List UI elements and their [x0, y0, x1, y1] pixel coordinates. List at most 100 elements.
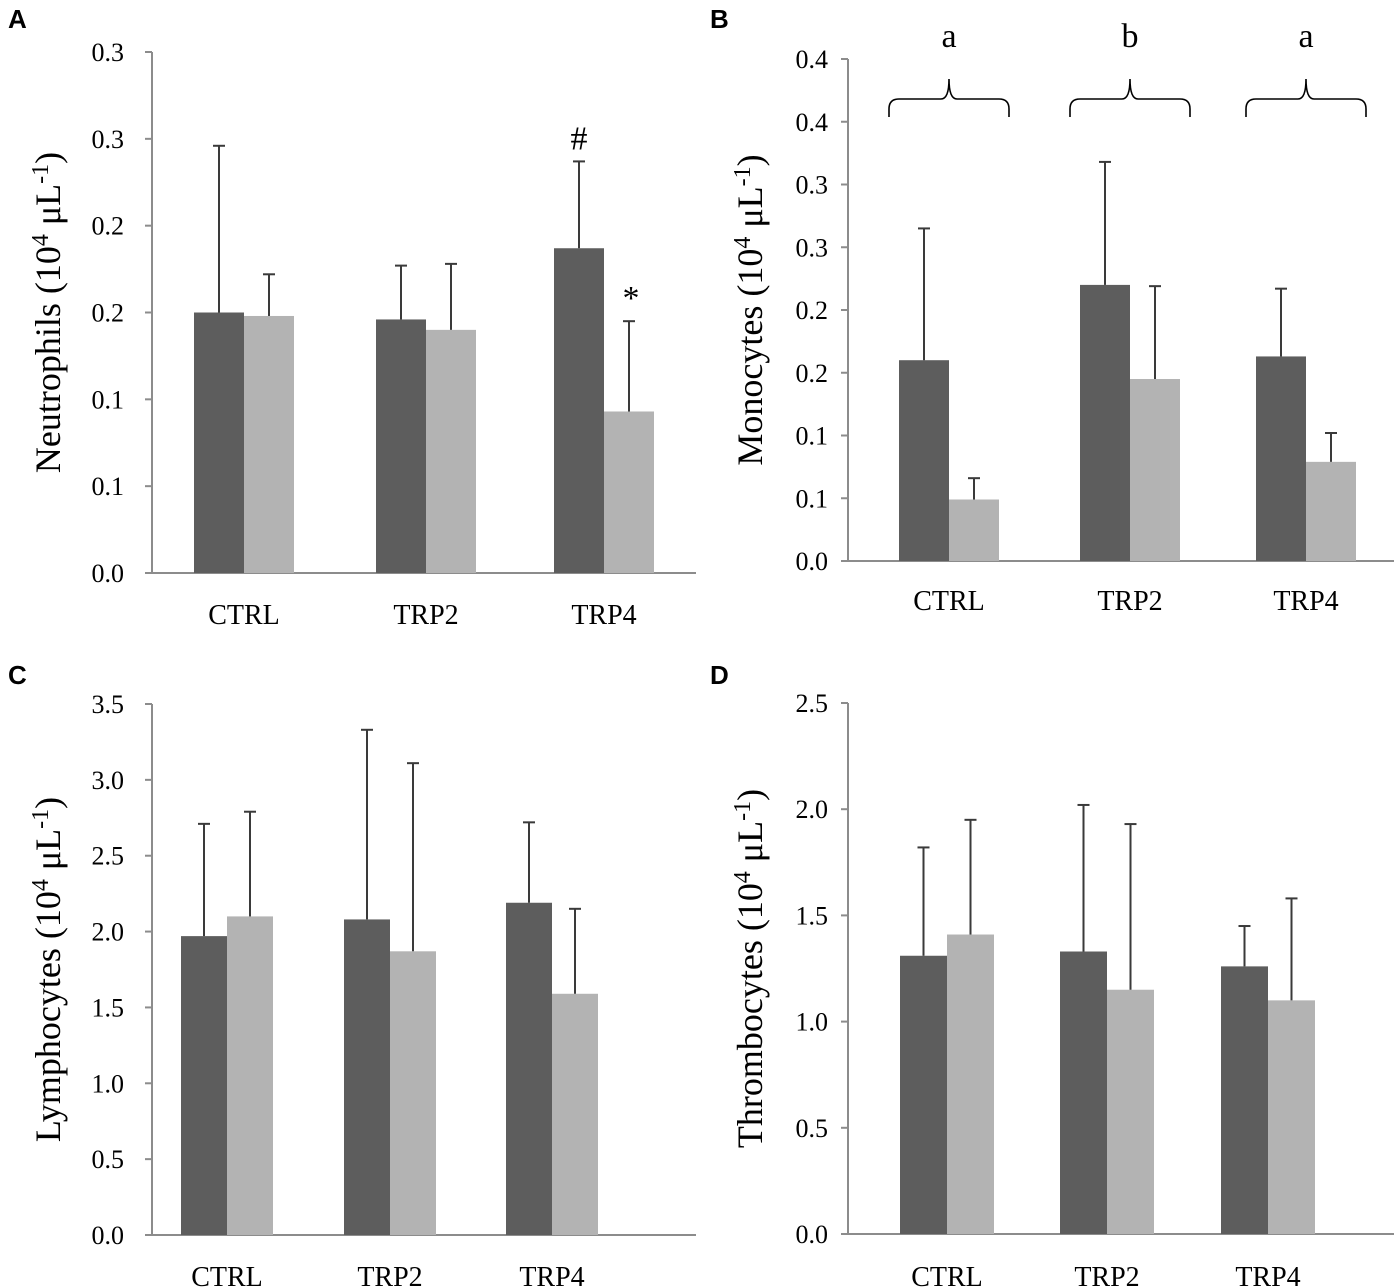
y-label-unit: μL: [730, 186, 770, 236]
y-label-text: Monocytes (10: [730, 249, 770, 466]
y-tick-label: 2.5: [796, 689, 829, 718]
y-tick-label: 0.4: [796, 108, 829, 137]
y-tick-label: 2.0: [796, 795, 829, 824]
y-tick-label: 0.0: [796, 547, 829, 576]
y-axis-label-d: Thrombocytes (104 μL-1): [730, 789, 770, 1148]
bar-dark-trp4: [506, 902, 552, 1235]
y-label-text: Neutrophils (10: [28, 246, 68, 473]
bar-dark-trp2: [1080, 284, 1130, 561]
y-label-unit-exponent: -1: [730, 166, 756, 186]
panel-c: C 0.0 0.5 1.0 1.5 2.0 2.5 3.0 3.5 Lymphocytes (10…: [8, 660, 696, 1288]
y-tick-label: 2.5: [92, 842, 125, 871]
bar-light-trp4: [604, 411, 654, 573]
significance-marker: #: [571, 120, 588, 157]
y-tick-label: 0.3: [796, 233, 829, 262]
group-brace: [1245, 78, 1367, 117]
y-tick-label: 0.2: [92, 212, 125, 241]
panel-a: A 0.0 0.1 0.1 0.2 0.2 0.3 0.3 Neutrophils (104 μ…: [8, 4, 696, 631]
x-category-label: TRP4: [1273, 586, 1338, 617]
y-tick-label: 0.3: [796, 171, 829, 200]
bar-dark-trp4: [1221, 966, 1268, 1234]
significance-marker: *: [623, 280, 640, 317]
y-tick-label: 0.2: [796, 359, 829, 388]
y-label-unit-exponent: -1: [730, 801, 756, 821]
x-category-label: CTRL: [913, 586, 985, 617]
bar-dark-trp4: [1256, 356, 1306, 561]
panel-d-label: D: [710, 660, 729, 690]
group-letter: b: [1122, 18, 1139, 55]
bar-dark-ctrl: [181, 936, 227, 1235]
group-letter: a: [941, 18, 956, 55]
bar-dark-trp2: [376, 319, 426, 573]
bar-light-ctrl: [244, 315, 294, 573]
panel-b-label: B: [710, 4, 729, 34]
y-axis-label-b: Monocytes (104 μL-1): [730, 154, 770, 465]
x-category-label: TRP2: [1074, 1262, 1139, 1288]
y-label-text: Lymphocytes (10: [28, 891, 68, 1142]
y-tick-label: 1.5: [796, 901, 829, 930]
panel-a-label: A: [8, 4, 27, 34]
x-category-label: CTRL: [911, 1262, 983, 1288]
y-tick-label: 0.4: [796, 45, 829, 74]
y-label-close: ): [730, 154, 770, 166]
y-tick-label: 0.1: [796, 484, 829, 513]
y-label-text: Thrombocytes (10: [730, 883, 770, 1148]
bar-dark-ctrl: [194, 312, 244, 573]
x-category-label: TRP2: [1097, 586, 1162, 617]
panel-b: B 0.0 0.1 0.1 0.2 0.2 0.3 0.3 0.4 0.4 Monocytes (1…: [710, 4, 1394, 617]
bar-light-trp4: [552, 993, 598, 1235]
y-label-exponent: 4: [730, 871, 756, 883]
y-axis-label-a: Neutrophils (104 μL-1): [28, 152, 68, 473]
y-tick-label: 1.5: [92, 993, 125, 1022]
y-label-close: ): [730, 789, 770, 801]
group-brace: [1069, 78, 1191, 117]
y-label-unit: μL: [730, 821, 770, 871]
y-label-exponent: 4: [28, 234, 54, 246]
x-category-label: CTRL: [208, 600, 280, 631]
x-category-label: CTRL: [191, 1262, 263, 1288]
bar-dark-trp2: [1060, 951, 1107, 1234]
bar-light-trp2: [1107, 989, 1154, 1234]
y-tick-label: 0.5: [92, 1145, 125, 1174]
x-category-label: TRP2: [393, 600, 458, 631]
y-tick-label: 0.1: [92, 385, 125, 414]
y-tick-label: 3.0: [92, 766, 125, 795]
x-category-label: TRP4: [1235, 1262, 1300, 1288]
y-label-unit: μL: [28, 829, 68, 879]
y-tick-label: 3.5: [92, 690, 125, 719]
x-category-label: TRP4: [571, 600, 636, 631]
y-tick-label: 0.3: [92, 38, 125, 67]
group-letter: a: [1298, 18, 1313, 55]
bar-light-trp4: [1268, 1000, 1315, 1234]
bar-dark-trp4: [554, 248, 604, 573]
x-category-label: TRP2: [357, 1262, 422, 1288]
bar-light-ctrl: [947, 934, 994, 1234]
group-brace: [888, 78, 1010, 117]
y-label-close: ): [28, 152, 68, 164]
y-label-unit: μL: [28, 184, 68, 234]
y-label-unit-exponent: -1: [28, 164, 54, 184]
bar-dark-ctrl: [899, 360, 949, 561]
y-label-unit-exponent: -1: [28, 809, 54, 829]
bar-light-trp2: [426, 329, 476, 573]
bar-light-ctrl: [949, 499, 999, 561]
y-tick-label: 0.3: [92, 125, 125, 154]
x-category-label: TRP4: [519, 1262, 584, 1288]
y-tick-label: 0.0: [796, 1220, 829, 1249]
y-tick-label: 0.5: [796, 1114, 829, 1143]
bar-light-trp4: [1306, 461, 1356, 561]
y-tick-label: 0.0: [92, 559, 125, 588]
y-tick-label: 0.1: [796, 422, 829, 451]
y-tick-label: 1.0: [796, 1008, 829, 1037]
bar-dark-trp2: [344, 919, 390, 1235]
y-label-exponent: 4: [28, 879, 54, 891]
y-axis-label-c: Lymphocytes (104 μL-1): [28, 797, 68, 1142]
bar-light-trp2: [1130, 379, 1180, 561]
panel-d: D 0.0 0.5 1.0 1.5 2.0 2.5 Thrombocytes (104 μL-…: [710, 660, 1394, 1288]
bar-light-trp2: [390, 951, 436, 1235]
y-label-exponent: 4: [730, 237, 756, 249]
y-tick-label: 0.0: [92, 1221, 125, 1250]
y-tick-label: 1.0: [92, 1069, 125, 1098]
y-tick-label: 0.1: [92, 472, 125, 501]
